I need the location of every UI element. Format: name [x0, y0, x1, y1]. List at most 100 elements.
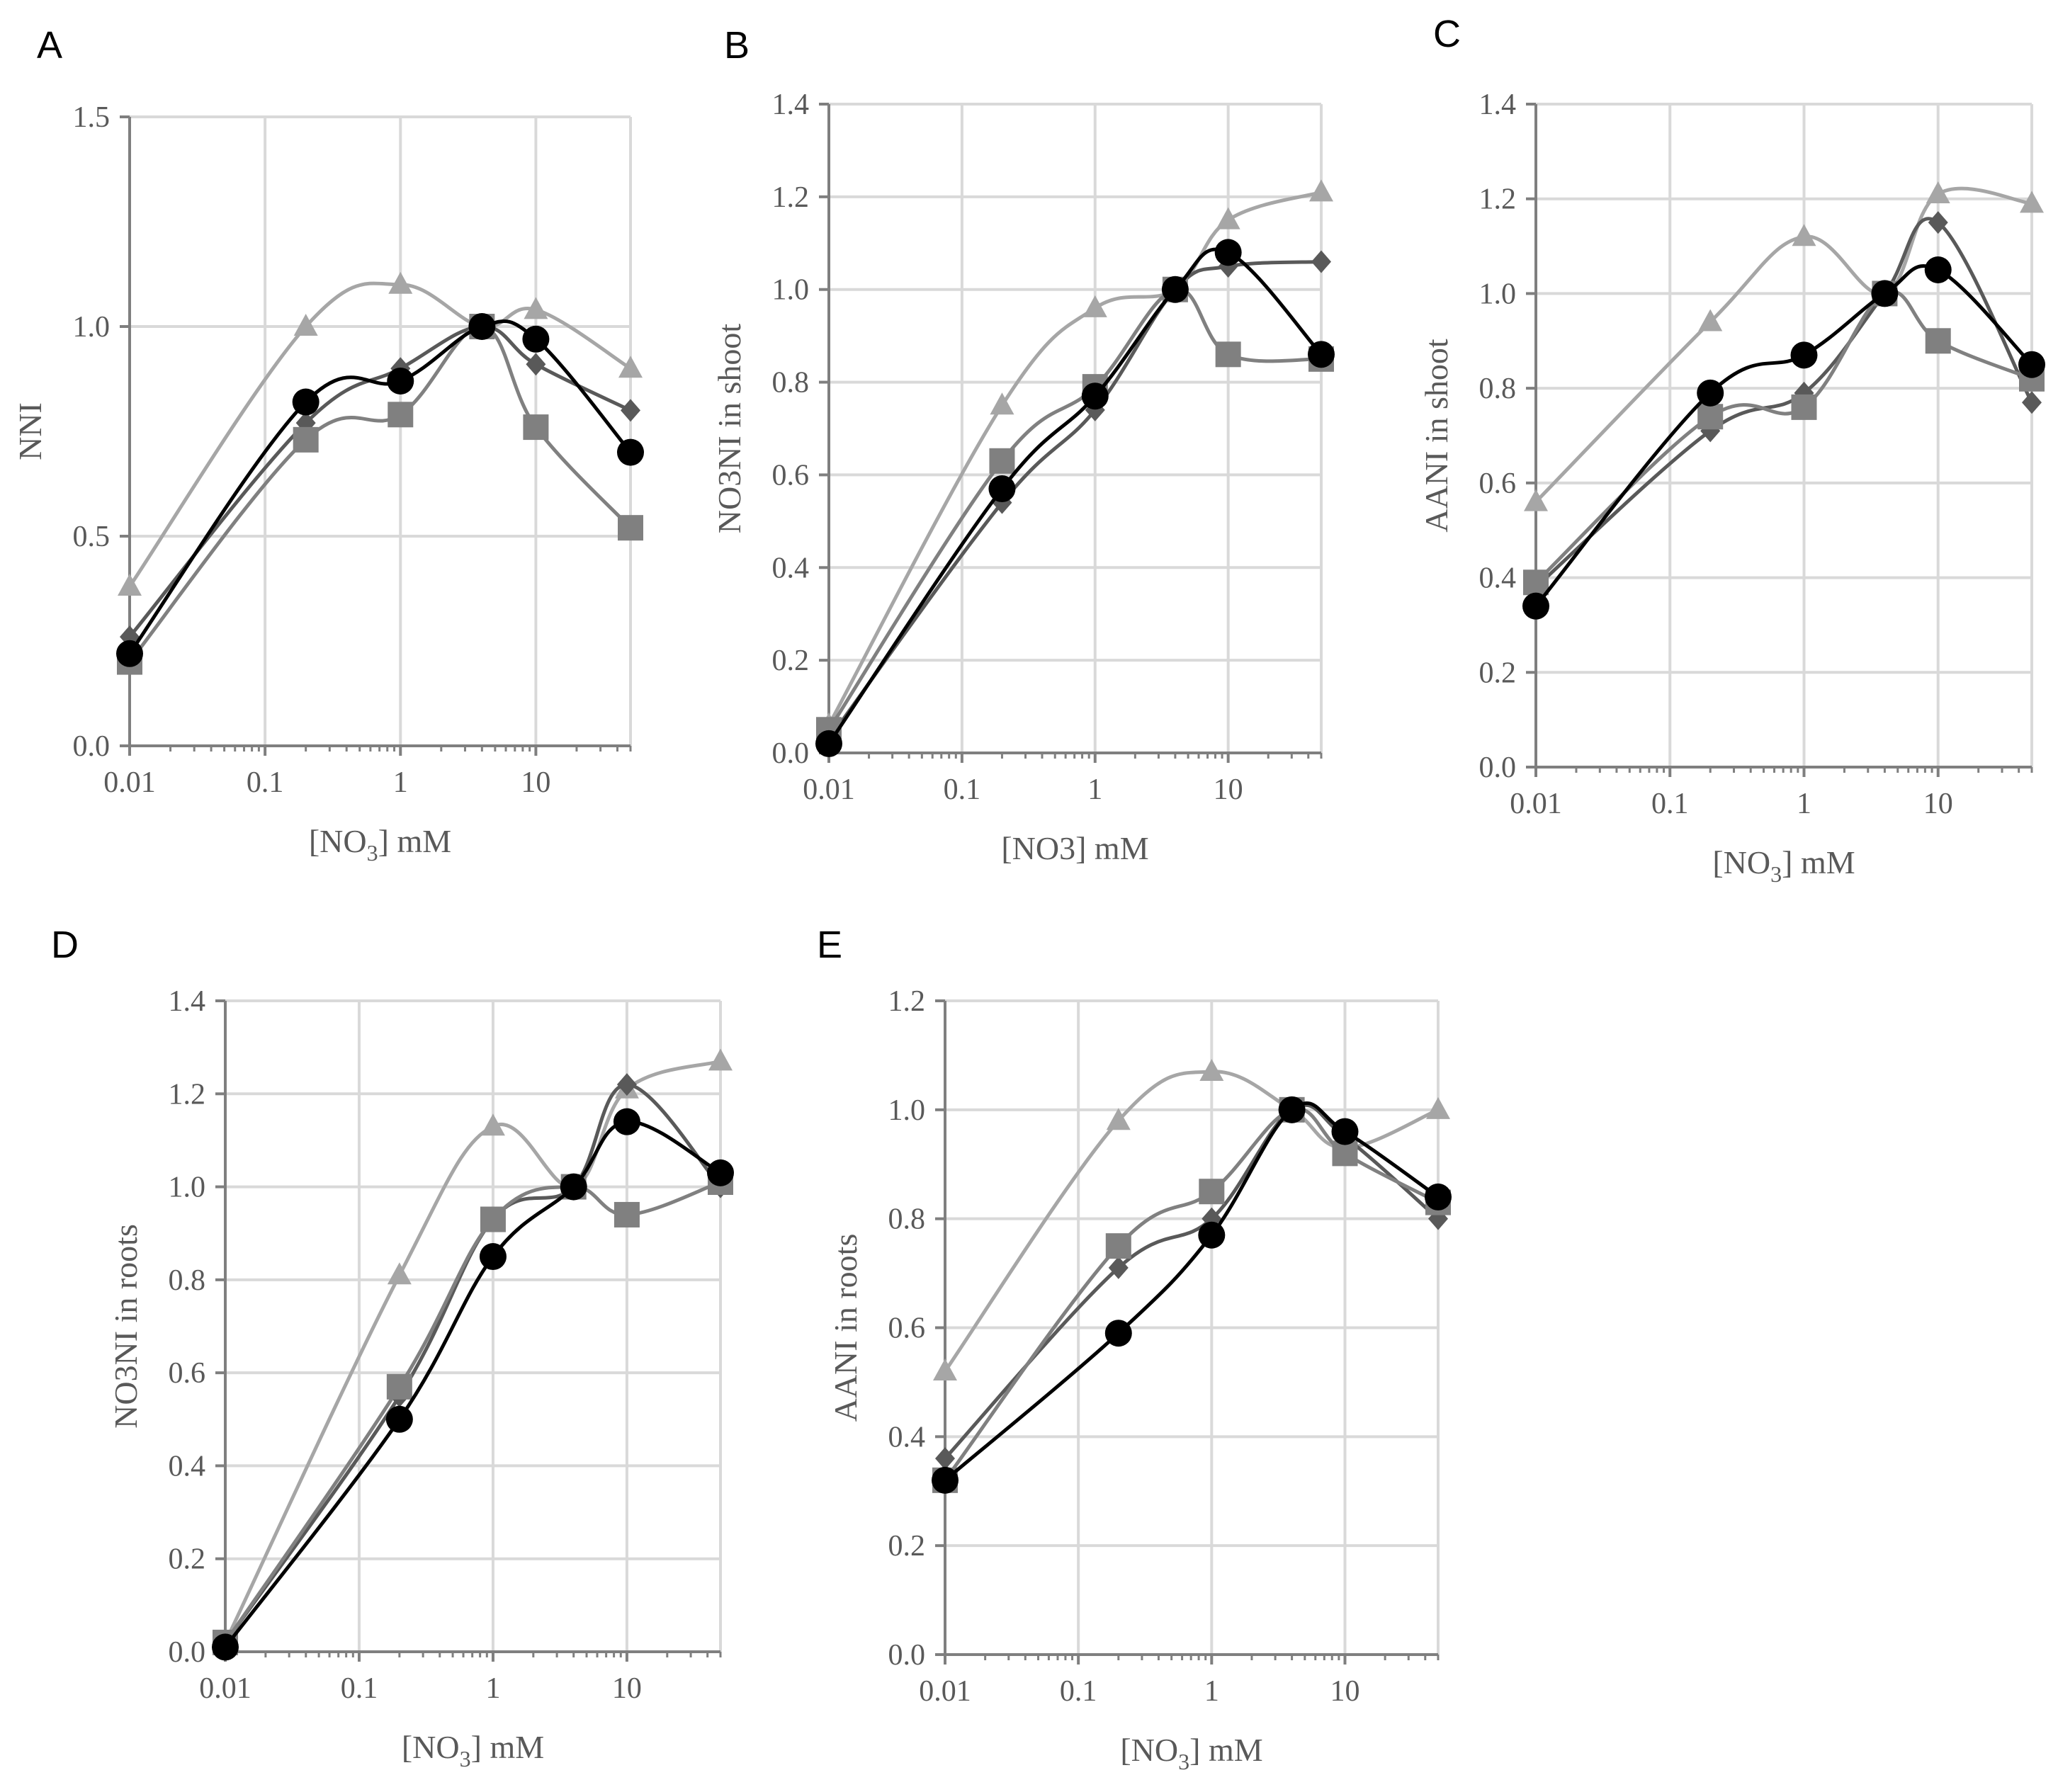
data-point-circle [1104, 1320, 1132, 1347]
y-tick-label: 0.2 [169, 1543, 206, 1576]
y-axis-title: AANI in roots [827, 1234, 864, 1422]
panel-letter: B [724, 24, 750, 67]
panel-letter: A [37, 24, 62, 67]
x-axis-title-pre: [NO [1712, 844, 1770, 880]
x-axis-title: [NO3] mM [1712, 844, 1855, 887]
x-tick-label: 10 [612, 1672, 642, 1705]
y-tick-label: 0.4 [772, 552, 810, 584]
y-tick-label: 1.0 [772, 274, 810, 307]
data-point-triangle [1106, 1108, 1131, 1130]
data-point-square [386, 1373, 412, 1400]
x-axis-title-pre: [NO [402, 1729, 460, 1765]
y-tick-label: 1.2 [169, 1078, 206, 1111]
data-point-triangle [1926, 181, 1950, 204]
series-line [944, 1101, 1440, 1482]
x-tick-label: 0.01 [803, 773, 855, 806]
series-line [128, 319, 632, 655]
data-point-circle [1522, 592, 1549, 620]
data-point-circle [212, 1633, 239, 1661]
y-tick-label: 1.0 [888, 1094, 926, 1127]
data-point-circle [1214, 239, 1242, 266]
series-square [213, 1169, 733, 1655]
data-point-circle [932, 1466, 959, 1494]
series-line [223, 1180, 721, 1644]
x-tick-label: 10 [1214, 773, 1243, 806]
x-axis-title-sub: 3 [1178, 1749, 1189, 1774]
panel-letter: E [817, 924, 842, 966]
x-axis-title: [NO3] mM [402, 1729, 544, 1771]
y-tick-label: 0.8 [772, 367, 810, 399]
data-point-square [1791, 394, 1817, 420]
chart-panel-d: D 0.0 0.2 0.4 0.6 0.8 1.0 1.2 1.4 0.01 0.1 1 10 [NO3]… [51, 924, 734, 1771]
x-axis-title-post: ] mM [1189, 1732, 1263, 1768]
data-point-triangle [2020, 191, 2044, 213]
data-point-triangle [387, 1262, 412, 1285]
data-point-triangle [1792, 224, 1816, 246]
x-axis-title-post: ] mM [471, 1729, 545, 1765]
data-point-square [293, 426, 319, 453]
data-point-diamond [2022, 391, 2042, 414]
y-tick-label: 1.2 [888, 985, 926, 1018]
series-line [1534, 264, 2033, 608]
x-axis-title: [NO3] mM [1120, 1732, 1262, 1774]
data-point-triangle [618, 356, 643, 378]
data-point-diamond [526, 353, 546, 376]
x-axis-title-post: ] mM [1782, 844, 1855, 880]
x-tick-label: 0.1 [247, 766, 284, 799]
y-tick-label: 1.5 [73, 101, 111, 134]
data-point-diamond [616, 1073, 637, 1096]
data-point-square [1105, 1233, 1131, 1259]
x-axis-title: [NO3] mM [1001, 830, 1148, 866]
data-point-triangle [524, 297, 548, 319]
y-tick-label: 1.4 [1479, 89, 1517, 121]
x-tick-label: 0.1 [1651, 788, 1689, 820]
x-tick-label: 0.1 [341, 1672, 378, 1705]
data-point-diamond [1928, 211, 1948, 234]
series-circle [1522, 256, 2045, 620]
y-tick-label: 0.4 [1479, 562, 1517, 595]
y-tick-label: 0.0 [888, 1639, 926, 1672]
data-point-circle [116, 640, 143, 667]
y-tick-label: 0.8 [169, 1264, 206, 1297]
data-point-triangle [1426, 1096, 1450, 1119]
data-point-circle [1924, 256, 1952, 283]
data-point-circle [1425, 1183, 1452, 1210]
chart-panel-b: B 0.0 0.2 0.4 0.6 0.8 1.0 1.2 1.4 0.01 0.1 1 10 [NO3]… [711, 24, 1335, 866]
data-point-triangle [293, 314, 318, 336]
data-point-triangle [1524, 489, 1548, 511]
data-point-circle [613, 1108, 640, 1135]
series-square [932, 1096, 1451, 1493]
data-point-triangle [1698, 309, 1723, 331]
series-circle [116, 313, 644, 667]
x-tick-label: 0.01 [199, 1672, 251, 1705]
x-tick-label: 10 [1923, 788, 1953, 820]
y-tick-label: 1.4 [169, 985, 206, 1018]
x-tick-label: 1 [393, 766, 408, 799]
x-axis-title-pre: [NO3] mM [1001, 830, 1148, 866]
panel-letter: D [51, 924, 79, 966]
y-tick-label: 0.6 [1479, 467, 1517, 500]
data-point-circle [560, 1173, 587, 1201]
x-tick-label: 0.01 [103, 766, 156, 799]
data-point-circle [1871, 280, 1899, 307]
x-tick-label: 1 [1087, 773, 1102, 806]
x-axis-title-pre: [NO [1120, 1732, 1178, 1768]
data-point-circle [617, 438, 644, 466]
x-tick-label: 1 [1797, 788, 1811, 820]
data-point-triangle [708, 1048, 733, 1071]
data-point-diamond [935, 1447, 955, 1470]
y-tick-label: 1.2 [772, 181, 810, 214]
series-circle [212, 1108, 734, 1661]
y-tick-label: 1.4 [772, 89, 810, 121]
y-tick-label: 0.8 [888, 1203, 926, 1236]
chart-panel-a: A 0.0 0.5 1.0 1.5 0.01 0.1 1 10 [NO3] mM NNI [12, 24, 644, 866]
data-point-circle [988, 475, 1016, 503]
data-point-circle [1697, 379, 1724, 407]
y-tick-label: 0.0 [772, 737, 810, 770]
data-point-circle [1081, 382, 1109, 410]
data-point-triangle [990, 392, 1014, 415]
series-square [816, 276, 1334, 743]
series-circle [815, 239, 1335, 757]
y-tick-label: 0.0 [169, 1636, 206, 1669]
